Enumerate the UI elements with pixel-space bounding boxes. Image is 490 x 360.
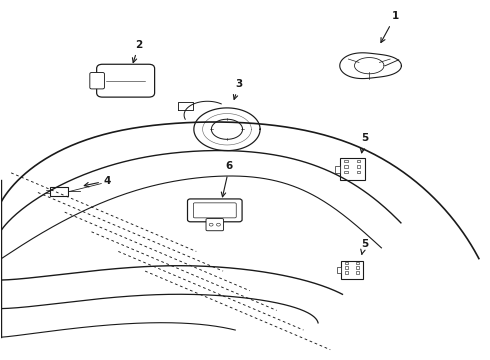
Text: 5: 5 [361,239,368,254]
Bar [345,262,348,264]
Bar [344,165,348,168]
Bar [337,267,342,273]
Bar [345,266,348,269]
Bar [357,165,361,168]
Bar [356,262,359,264]
FancyBboxPatch shape [206,219,223,231]
FancyBboxPatch shape [194,203,236,218]
Bar [356,271,359,274]
Bar [344,171,348,174]
FancyBboxPatch shape [188,199,242,222]
Text: 1: 1 [381,12,399,42]
FancyBboxPatch shape [90,72,104,89]
Bar [342,261,363,279]
Bar [357,171,361,174]
Text: 6: 6 [221,161,233,197]
Bar [356,266,359,269]
Bar [49,187,68,196]
Bar [357,159,361,162]
Text: 2: 2 [132,40,143,63]
Text: 4: 4 [84,176,111,187]
Text: 5: 5 [360,133,368,153]
Text: 3: 3 [233,79,243,99]
Bar [335,166,340,173]
Bar [340,158,365,180]
Bar [345,271,348,274]
Bar [344,159,348,162]
FancyBboxPatch shape [97,64,155,97]
